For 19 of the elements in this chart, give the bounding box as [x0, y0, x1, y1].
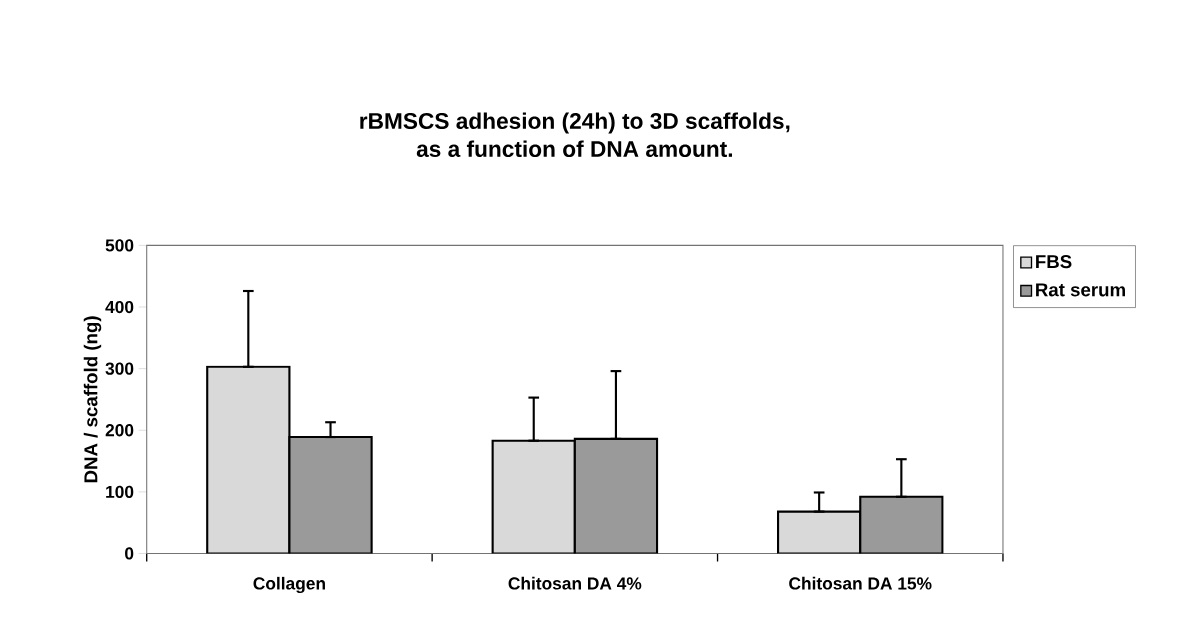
bar — [859, 495, 944, 554]
y-tick-label: 200 — [105, 424, 134, 437]
bar — [206, 365, 291, 554]
legend-label: FBS — [1036, 255, 1072, 269]
y-tick-label: 0 — [125, 547, 134, 560]
y-tick-label: 300 — [105, 362, 134, 375]
legend-label: Rat serum — [1036, 283, 1125, 297]
bar — [288, 436, 373, 554]
bar — [776, 510, 862, 554]
bar — [573, 437, 659, 554]
bar — [491, 439, 576, 554]
x-tick-label: Chitosan DA 4% — [508, 576, 642, 590]
x-tick-label: Collagen — [253, 576, 325, 594]
y-tick-label: 400 — [105, 300, 134, 314]
chart-title: rBMSCS adhesion (24h) to 3D scaffolds, as a function of DNA amount. — [360, 112, 790, 158]
x-tick-label: Chitosan DA 15% — [789, 576, 932, 590]
y-axis-title: DNA / scaffold (ng) — [83, 316, 102, 483]
y-tick-label: 500 — [105, 239, 134, 252]
y-tick-label: 100 — [106, 485, 134, 499]
